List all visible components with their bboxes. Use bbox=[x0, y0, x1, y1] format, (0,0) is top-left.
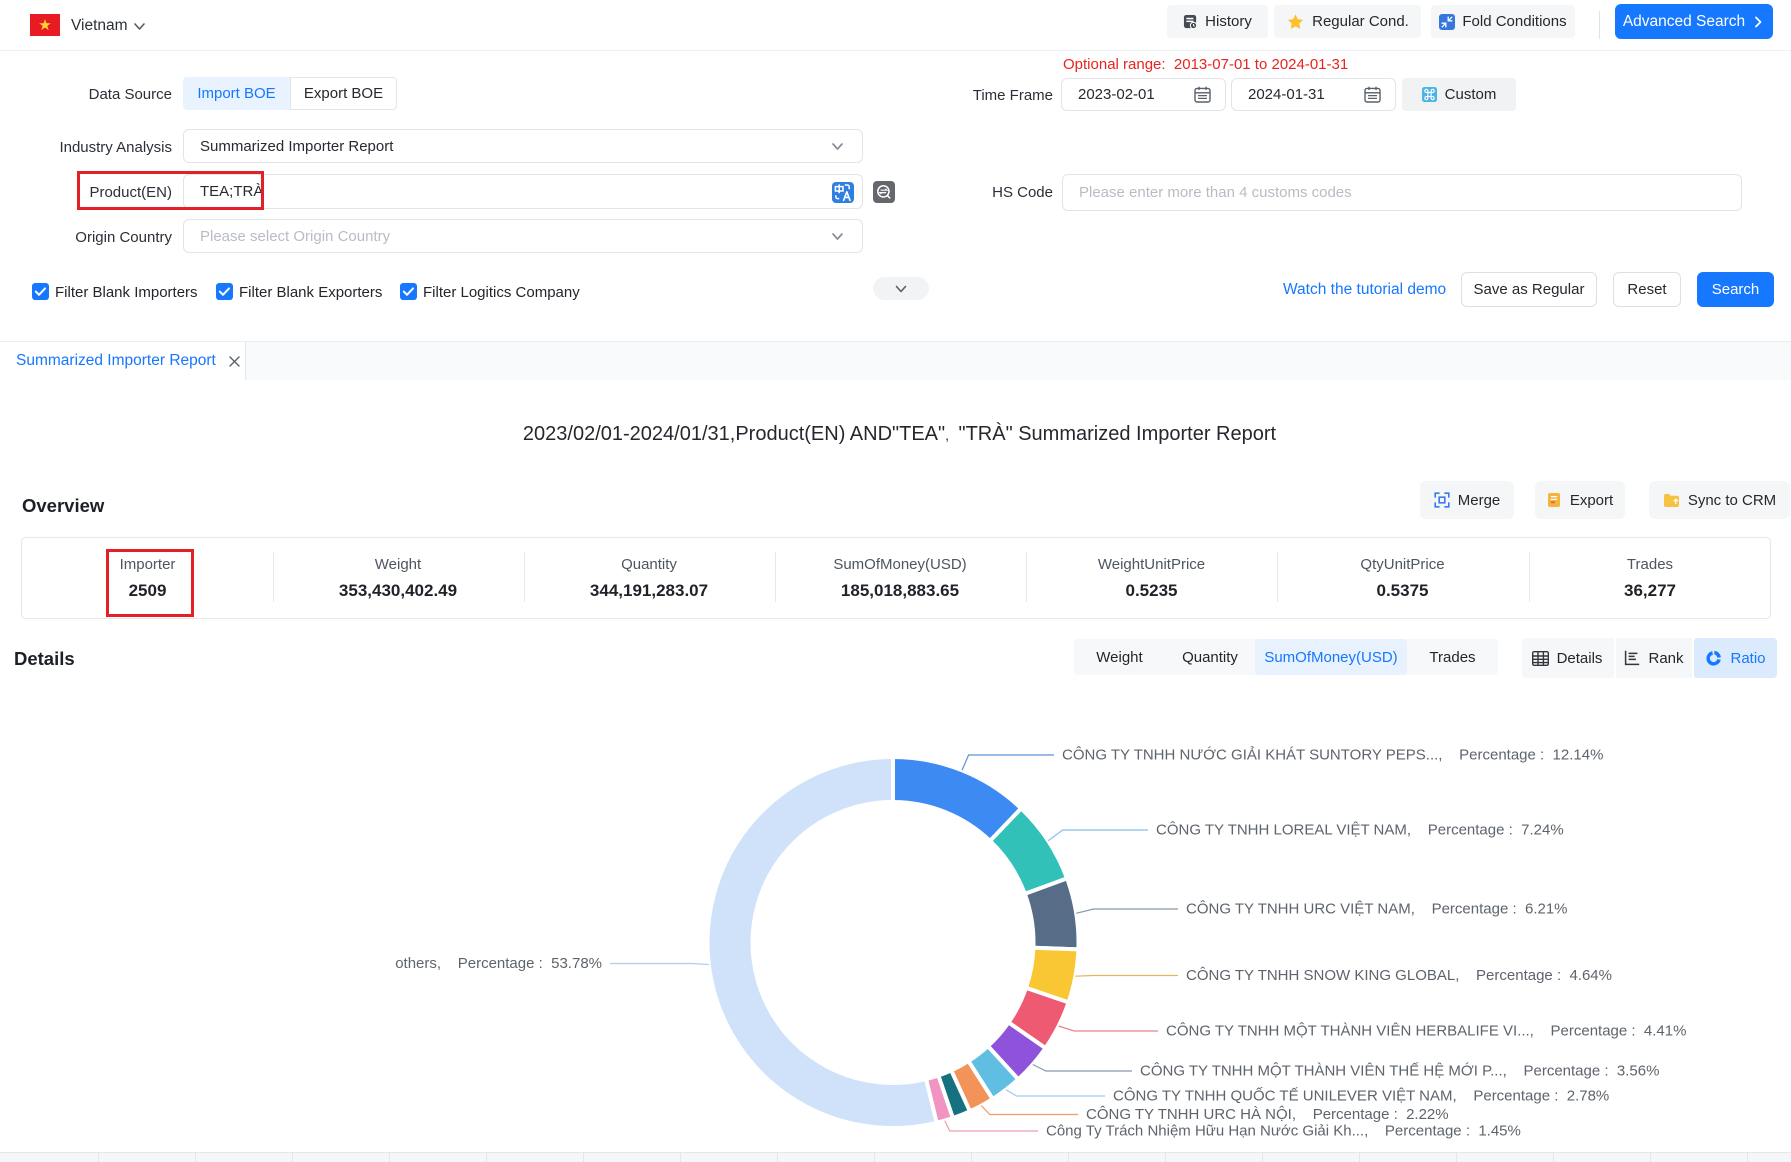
svg-text:CÔNG TY TNHH SNOW KING GLOBAL,: CÔNG TY TNHH SNOW KING GLOBAL, Percentag… bbox=[1186, 967, 1612, 984]
svg-text:CÔNG TY TNHH QUỐC TẾ UNILEVER: CÔNG TY TNHH QUỐC TẾ UNILEVER VIỆT NAM, … bbox=[1113, 1087, 1609, 1105]
svg-text:CÔNG TY TNHH NƯỚC GIẢI KHÁT SU: CÔNG TY TNHH NƯỚC GIẢI KHÁT SUNTORY PEPS… bbox=[1062, 747, 1603, 764]
svg-text:CÔNG TY TNHH MỘT THÀNH VIÊN HE: CÔNG TY TNHH MỘT THÀNH VIÊN HERBALIFE VI… bbox=[1166, 1023, 1686, 1040]
svg-text:CÔNG TY TNHH URC HÀ NỘI, Pe: CÔNG TY TNHH URC HÀ NỘI, Percentage : 2.… bbox=[1086, 1106, 1449, 1123]
svg-text:CÔNG TY TNHH LOREAL VIỆT NAM,: CÔNG TY TNHH LOREAL VIỆT NAM, Percentage… bbox=[1156, 822, 1564, 839]
svg-text:Công Ty Trách Nhiệm Hữu Hạn Nư: Công Ty Trách Nhiệm Hữu Hạn Nước Giải Kh… bbox=[1046, 1123, 1521, 1140]
svg-text:CÔNG TY TNHH MỘT THÀNH VIÊN TH: CÔNG TY TNHH MỘT THÀNH VIÊN THẾ HỆ MỚI P… bbox=[1140, 1063, 1659, 1080]
svg-text:others, Percentage : 53.78: others, Percentage : 53.78% bbox=[395, 955, 602, 972]
svg-text:CÔNG TY TNHH URC VIỆT NAM,: CÔNG TY TNHH URC VIỆT NAM, Percentage : … bbox=[1186, 901, 1568, 918]
